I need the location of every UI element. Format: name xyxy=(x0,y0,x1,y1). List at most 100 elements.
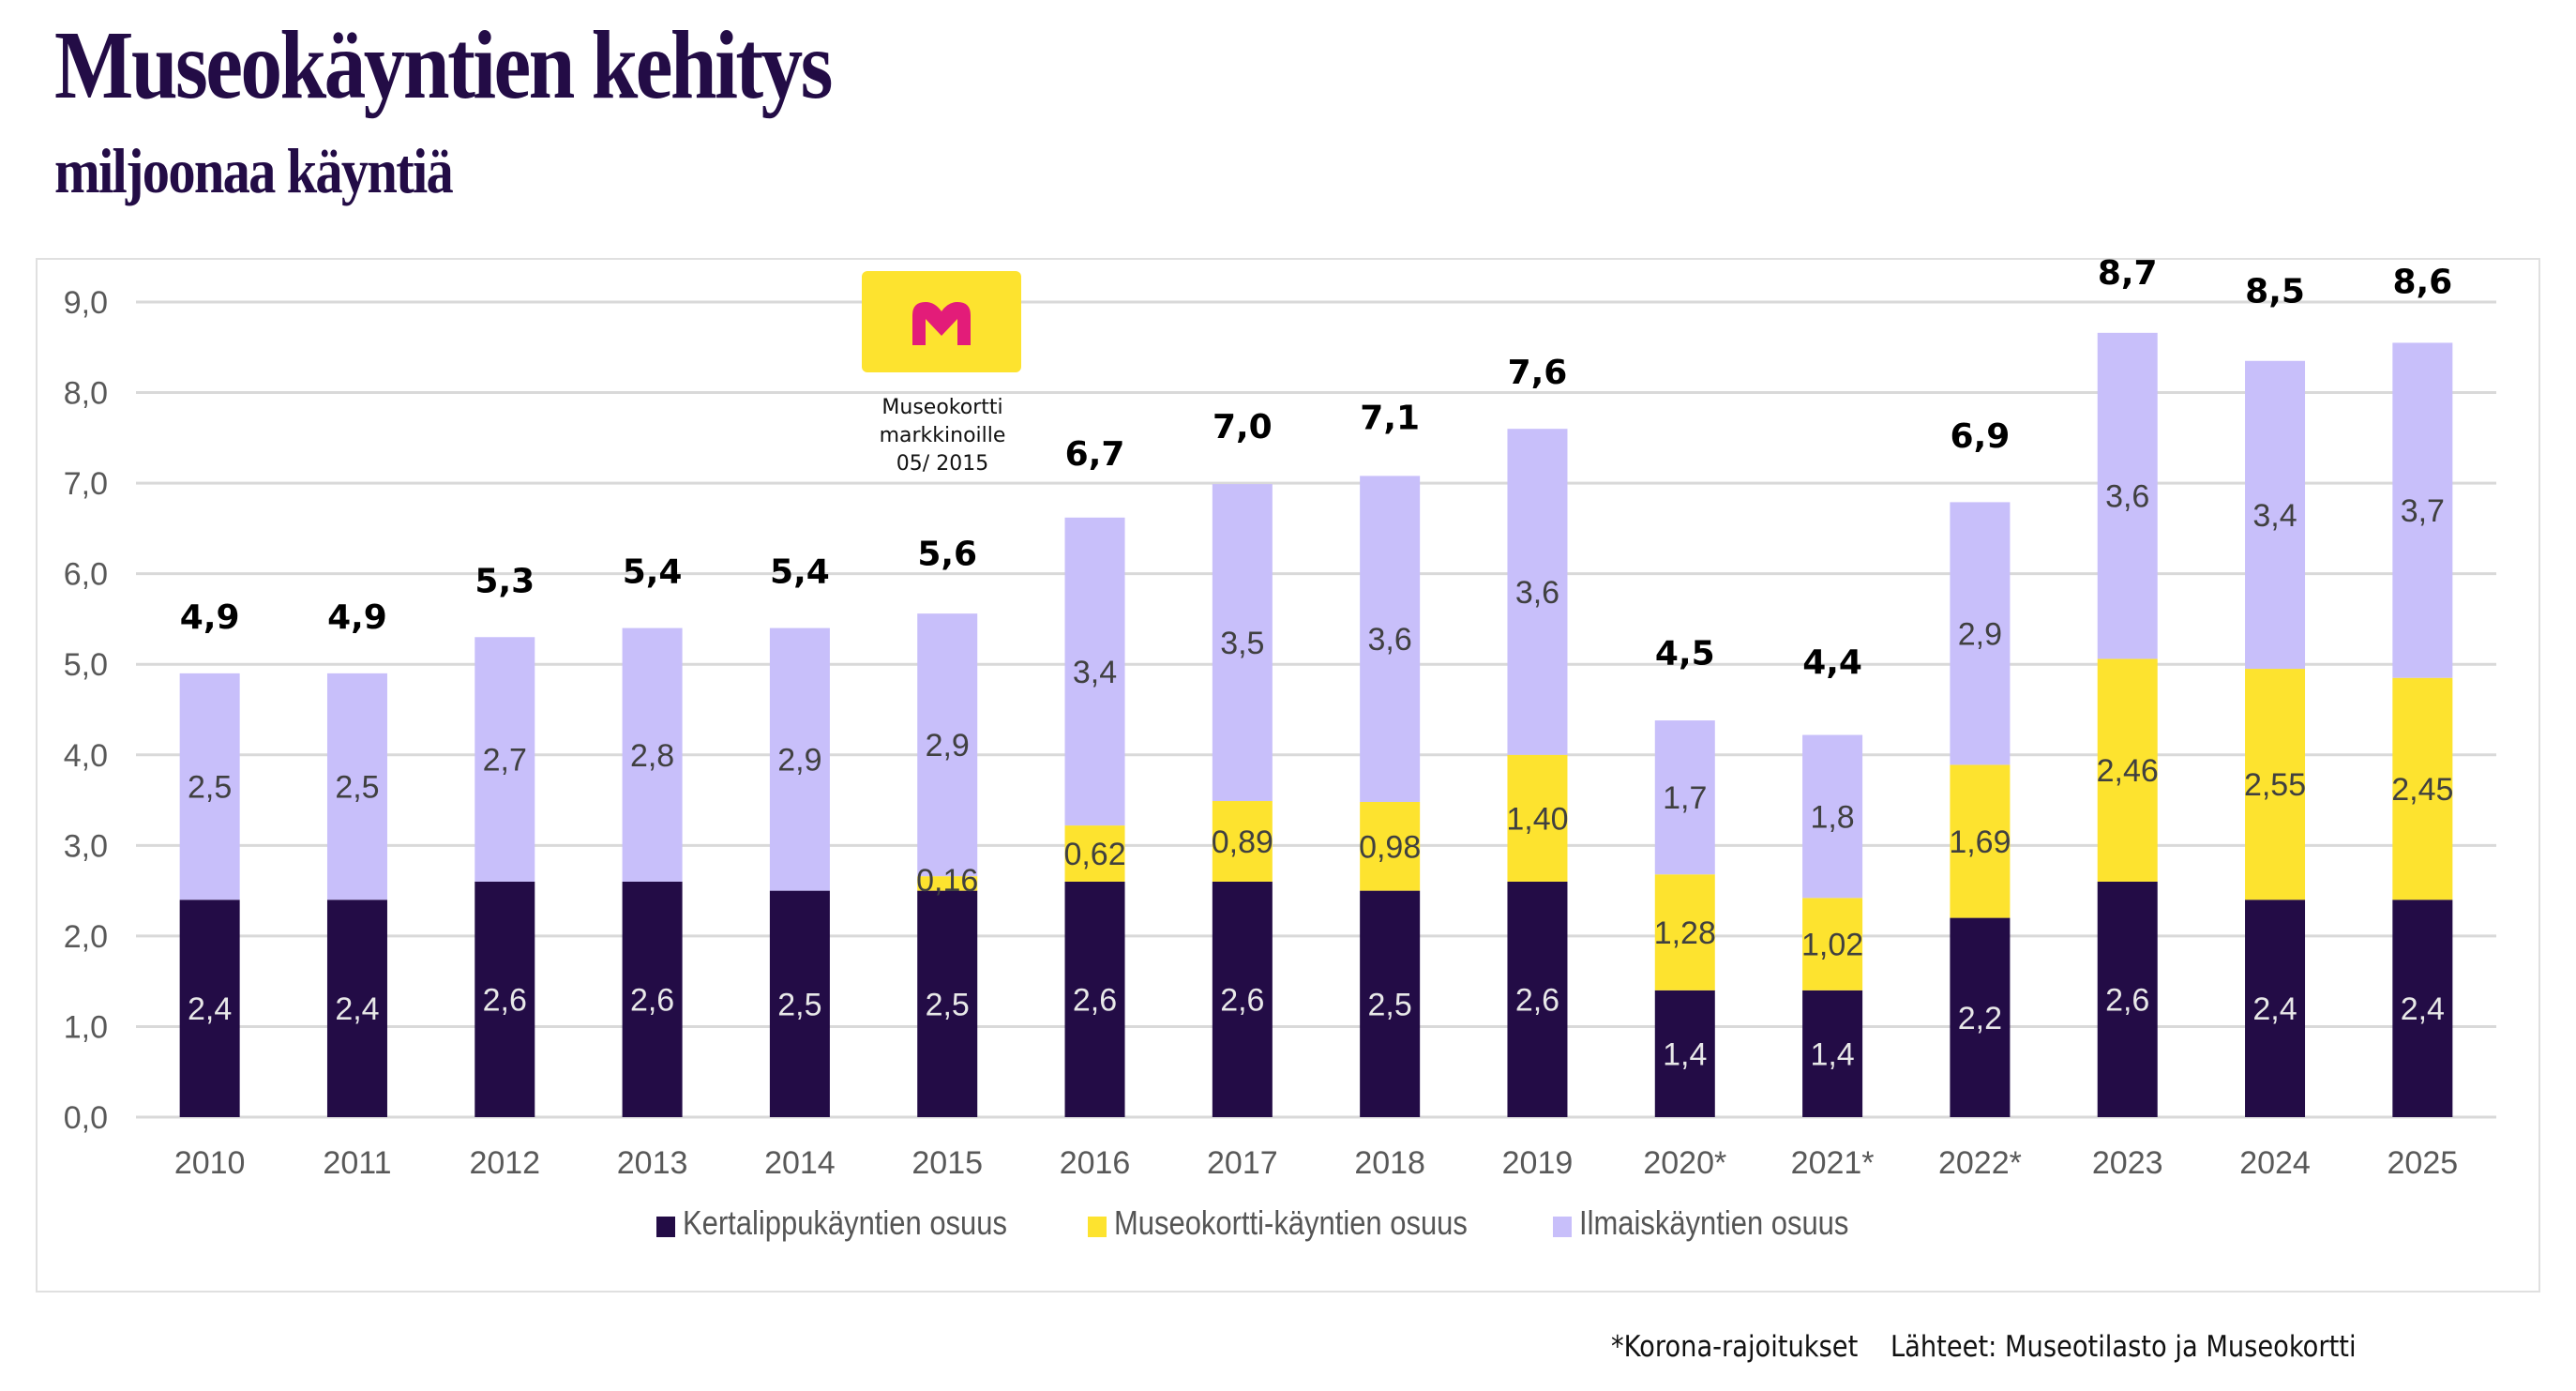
y-tick-label: 9,0 xyxy=(64,285,108,321)
segment-label: 1,7 xyxy=(1663,780,1707,816)
segment-label: 1,02 xyxy=(1801,928,1863,963)
museokortti-launch-annotation: Museokortti markkinoille 05/ 2015 xyxy=(844,394,1041,478)
x-tick-label: 2020* xyxy=(1643,1145,1726,1181)
segment-label: 2,9 xyxy=(926,728,970,764)
total-label: 4,4 xyxy=(1802,643,1862,682)
x-tick-label: 2017 xyxy=(1207,1145,1278,1181)
x-tick-label: 2022* xyxy=(1938,1145,2022,1181)
total-label: 7,1 xyxy=(1360,399,1420,437)
bar-segment xyxy=(769,890,830,1117)
bar-segment xyxy=(1064,517,1125,826)
bar-segment xyxy=(2097,332,2158,659)
bar-segment xyxy=(2392,677,2453,900)
total-label: 7,0 xyxy=(1213,408,1273,446)
legend-item-kertalippu: Kertalippukäyntien osuus xyxy=(656,1203,1060,1243)
bar-segment xyxy=(1507,754,1568,882)
segment-label: 3,6 xyxy=(2105,479,2149,515)
x-tick-label: 2023 xyxy=(2092,1145,2163,1181)
bar-segment xyxy=(1654,720,1715,875)
bar-segment xyxy=(917,890,978,1117)
segment-label: 0,16 xyxy=(916,863,978,899)
segment-labels: 2,4 2,5 2,4 2,5 2,6 2,7 2,6 2,8 2,5 2,9 2,5 0,16 2,9… xyxy=(188,479,2453,1073)
y-tick-label: 8,0 xyxy=(64,376,108,412)
bar-segment xyxy=(622,627,683,882)
segment-label: 2,2 xyxy=(1958,1001,2002,1036)
segment-label: 2,4 xyxy=(2252,991,2297,1027)
segment-label: 2,6 xyxy=(2105,982,2149,1018)
total-labels: 4,9 4,9 5,3 5,4 5,4 5,6 6,7 7,0 7,1 7,6 4,5 4,4 6,9 8… xyxy=(180,254,2452,682)
bar-segment xyxy=(2097,658,2158,882)
y-tick-label: 4,0 xyxy=(64,738,108,774)
segment-label: 3,4 xyxy=(1073,655,1117,690)
x-tick-label: 2015 xyxy=(911,1145,983,1181)
total-label: 6,9 xyxy=(1951,417,2011,456)
segment-label: 0,89 xyxy=(1212,824,1273,860)
segment-label: 1,28 xyxy=(1654,915,1716,951)
x-tick-label: 2024 xyxy=(2239,1145,2311,1181)
x-tick-label: 2014 xyxy=(764,1145,836,1181)
bar-segment xyxy=(2392,900,2453,1117)
bar-segment xyxy=(2392,342,2453,678)
x-tick-label: 2013 xyxy=(617,1145,688,1181)
bar-segment xyxy=(475,637,535,882)
legend-swatch xyxy=(1088,1217,1107,1237)
bar-segment xyxy=(2097,881,2158,1117)
bar-segment xyxy=(1212,881,1273,1117)
y-tick-label: 5,0 xyxy=(64,647,108,683)
segment-label: 2,9 xyxy=(777,743,821,779)
bar-segment xyxy=(475,881,535,1117)
bar-segment xyxy=(179,673,240,900)
segment-label: 3,5 xyxy=(1220,626,1264,661)
legend-swatch xyxy=(656,1217,675,1237)
segment-label: 2,6 xyxy=(1073,982,1117,1018)
segment-label: 2,55 xyxy=(2244,767,2306,803)
segment-label: 2,45 xyxy=(2391,772,2453,808)
total-label: 5,3 xyxy=(475,562,535,600)
legend-swatch xyxy=(1553,1217,1573,1237)
segment-label: 2,6 xyxy=(483,982,527,1018)
segment-label: 2,7 xyxy=(483,743,527,779)
x-tick-label: 2011 xyxy=(323,1145,391,1181)
y-tick-label: 7,0 xyxy=(64,466,108,502)
bar-segment xyxy=(1802,898,1863,990)
segment-label: 2,4 xyxy=(335,991,379,1027)
museokortti-m-icon xyxy=(912,302,971,345)
segment-label: 1,40 xyxy=(1506,801,1568,837)
bar-segment xyxy=(2245,900,2306,1117)
chart-frame xyxy=(36,258,2540,1293)
segment-label: 2,6 xyxy=(1515,982,1559,1018)
bar-segment xyxy=(1064,825,1125,882)
bar-segment xyxy=(1360,890,1421,1117)
segment-label: 3,6 xyxy=(1368,622,1412,658)
legend-label: Ilmaiskäyntien osuus xyxy=(1579,1203,1849,1242)
segment-label: 3,4 xyxy=(2252,498,2297,534)
bar-segment xyxy=(1507,881,1568,1117)
annotation-line: markkinoille xyxy=(879,424,1006,447)
x-tick-label: 2016 xyxy=(1060,1145,1131,1181)
segment-label: 1,4 xyxy=(1663,1036,1707,1072)
segment-label: 3,6 xyxy=(1515,575,1559,611)
legend-item-museokortti: Museokortti-käyntien osuus xyxy=(1088,1203,1525,1243)
y-axis-ticks: 0,0 1,0 2,0 3,0 4,0 5,0 6,0 7,0 8,0 9,0 xyxy=(64,285,108,1136)
bar-segment xyxy=(1360,801,1421,891)
bar-segment xyxy=(917,876,978,891)
bar-segment xyxy=(1802,734,1863,899)
bar-segment xyxy=(1950,764,2011,918)
x-tick-label: 2019 xyxy=(1502,1145,1574,1181)
bar-segment xyxy=(326,900,387,1117)
total-label: 8,6 xyxy=(2392,264,2452,302)
bars xyxy=(179,332,2453,1117)
legend-item-ilmais: Ilmaiskäyntien osuus xyxy=(1553,1203,1892,1243)
total-label: 5,4 xyxy=(623,553,683,592)
total-label: 8,7 xyxy=(2098,254,2158,293)
segment-label: 2,8 xyxy=(630,738,674,774)
segment-label: 2,6 xyxy=(1220,982,1264,1018)
x-tick-label: 2025 xyxy=(2388,1145,2459,1181)
segment-label: 2,4 xyxy=(2401,991,2445,1027)
bar-segment xyxy=(1064,881,1125,1117)
total-label: 5,4 xyxy=(770,553,830,592)
annotation-line: 05/ 2015 xyxy=(896,452,989,476)
museokortti-logo xyxy=(862,271,1021,372)
total-label: 6,7 xyxy=(1065,435,1125,474)
